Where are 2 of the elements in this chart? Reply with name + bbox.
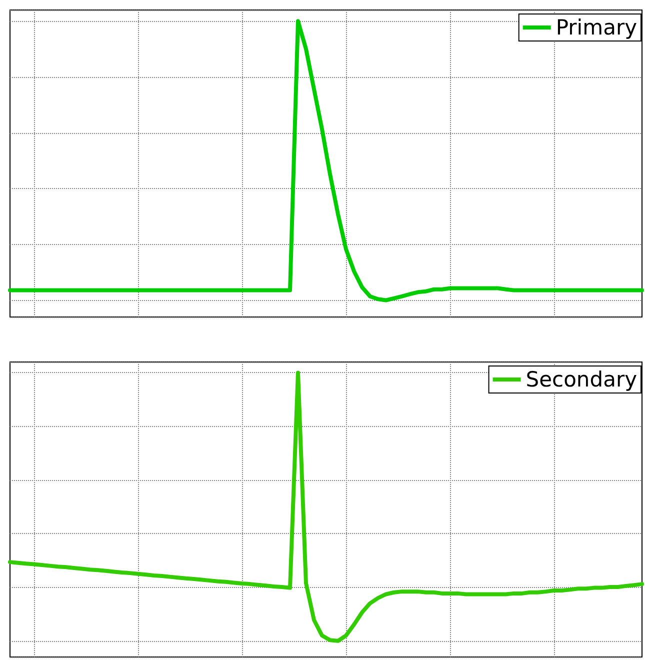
legend-label: Secondary bbox=[526, 368, 638, 392]
legend-label: Primary bbox=[556, 16, 638, 40]
